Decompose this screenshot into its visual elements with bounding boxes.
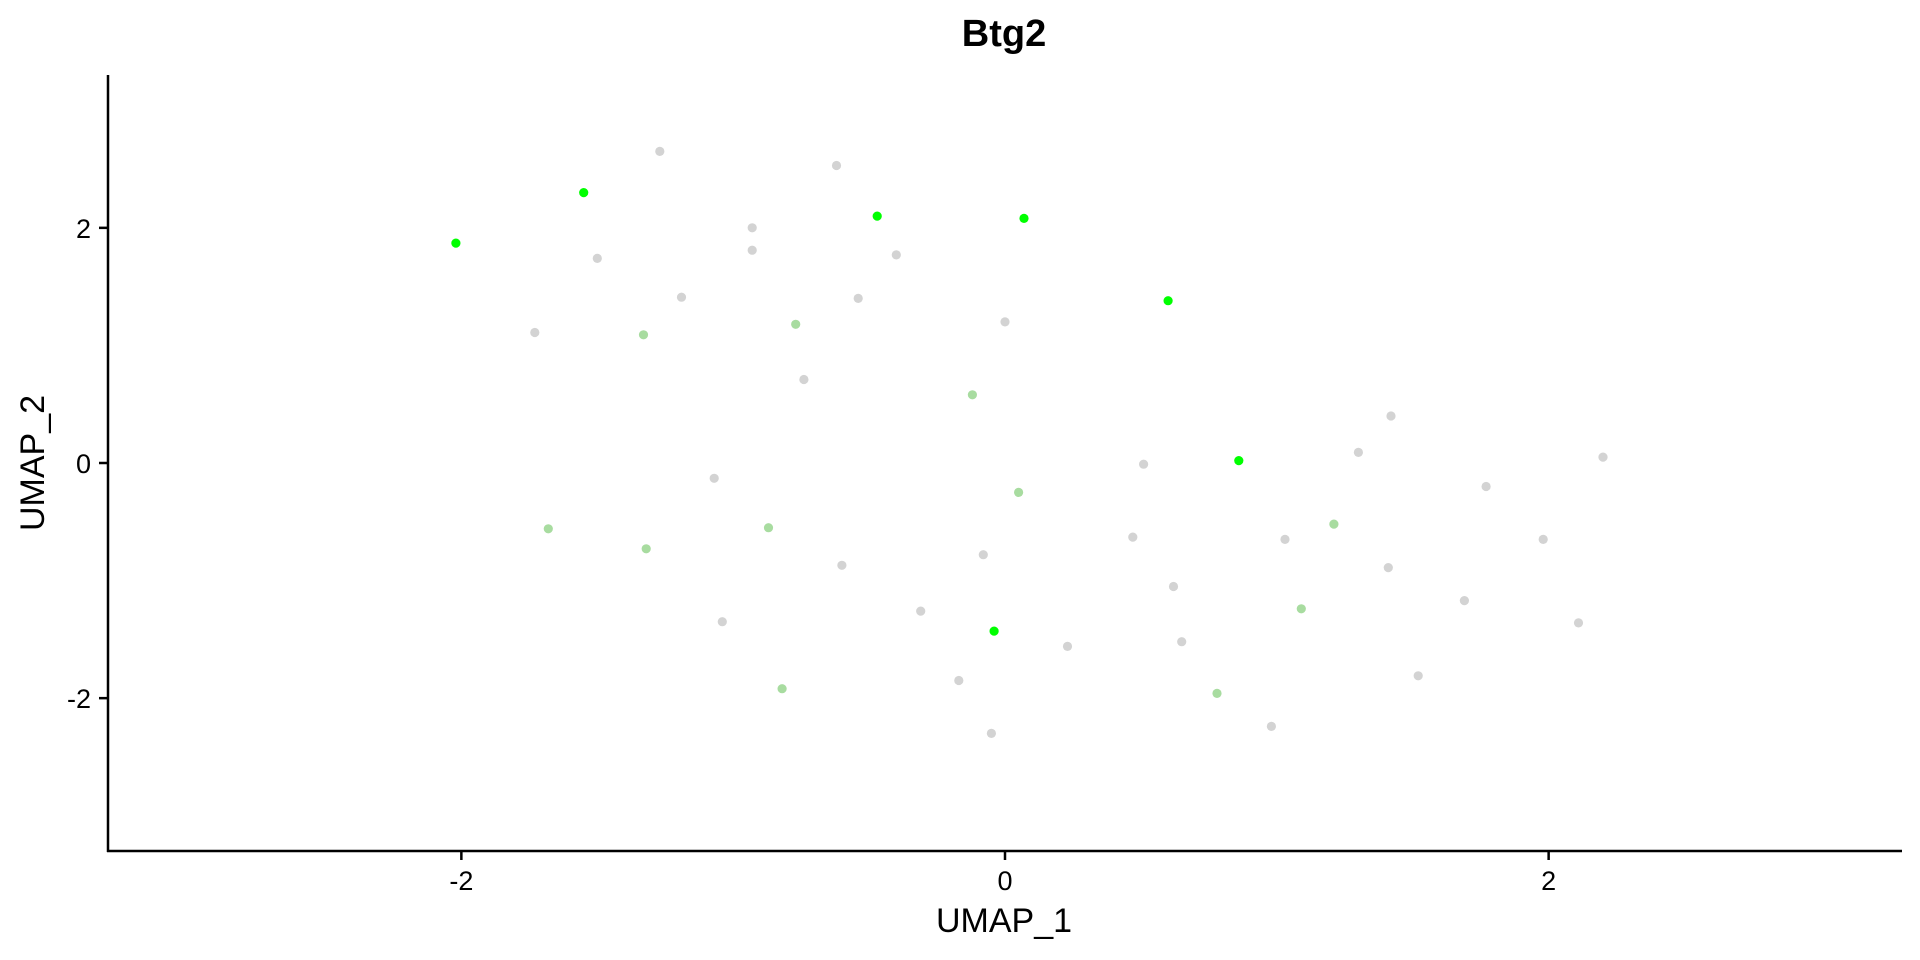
data-point-low xyxy=(1598,452,1608,462)
data-point-low xyxy=(747,223,757,233)
data-point-high xyxy=(1163,296,1173,306)
data-point-low xyxy=(717,617,727,627)
data-point-low xyxy=(1139,459,1149,469)
data-point-low xyxy=(978,550,988,560)
data-point-mid xyxy=(777,684,787,694)
data-point-low xyxy=(1128,532,1138,542)
x-tick-label: 2 xyxy=(1541,866,1556,896)
x-axis-label: UMAP_1 xyxy=(936,902,1072,940)
data-point-low xyxy=(1280,534,1290,545)
data-point-low xyxy=(1413,671,1423,681)
data-point-low xyxy=(1266,721,1276,732)
data-point-low xyxy=(831,160,842,171)
data-point-mid xyxy=(638,330,649,340)
data-point-mid xyxy=(1014,487,1024,497)
data-point-high xyxy=(579,188,589,198)
data-point-mid xyxy=(763,523,774,533)
chart-title: Btg2 xyxy=(962,13,1046,55)
data-point-mid xyxy=(967,390,978,400)
data-point-low xyxy=(530,327,540,338)
data-point-high xyxy=(451,238,461,248)
data-point-low xyxy=(1573,618,1584,628)
data-point-mid xyxy=(641,544,651,554)
data-point-low xyxy=(1481,481,1491,492)
data-point-low xyxy=(853,293,863,303)
data-point-low xyxy=(1000,317,1010,327)
data-point-mid xyxy=(543,524,553,534)
data-point-low xyxy=(1459,596,1469,606)
data-point-low xyxy=(676,292,687,302)
axis-ticks: -2 0 2 -2 0 2 xyxy=(67,214,1556,896)
data-point-low xyxy=(1386,411,1396,421)
data-point-low xyxy=(592,253,602,263)
data-point-low xyxy=(799,374,809,385)
data-point-low xyxy=(837,560,847,570)
data-point-low xyxy=(1168,581,1179,592)
x-tick-label: 0 xyxy=(997,866,1012,896)
data-point-high xyxy=(872,211,882,221)
data-point-mid xyxy=(1296,604,1306,614)
data-point-mid xyxy=(791,319,801,329)
data-point-low xyxy=(1177,637,1187,647)
data-point-low xyxy=(747,245,757,255)
data-point-low xyxy=(986,728,997,739)
y-axis-label: UMAP_2 xyxy=(14,395,52,531)
y-tick-label: -2 xyxy=(67,684,91,714)
data-point-mid xyxy=(1329,519,1339,529)
data-point-high xyxy=(989,626,999,636)
data-point-mid xyxy=(1212,688,1222,699)
data-point-high xyxy=(1019,213,1029,223)
data-point-high xyxy=(1234,456,1244,466)
y-tick-label: 0 xyxy=(76,449,91,479)
data-point-low xyxy=(916,606,926,616)
x-tick-label: -2 xyxy=(449,866,473,896)
y-tick-label: 2 xyxy=(76,214,91,244)
data-point-low xyxy=(954,675,964,686)
data-point-low xyxy=(655,146,665,156)
data-point-low xyxy=(1062,641,1073,652)
data-point-low xyxy=(891,250,901,260)
data-points xyxy=(451,146,1608,739)
data-point-low xyxy=(1353,447,1363,457)
data-point-low xyxy=(709,473,719,483)
data-point-low xyxy=(1538,534,1548,545)
data-point-low xyxy=(1383,563,1393,573)
